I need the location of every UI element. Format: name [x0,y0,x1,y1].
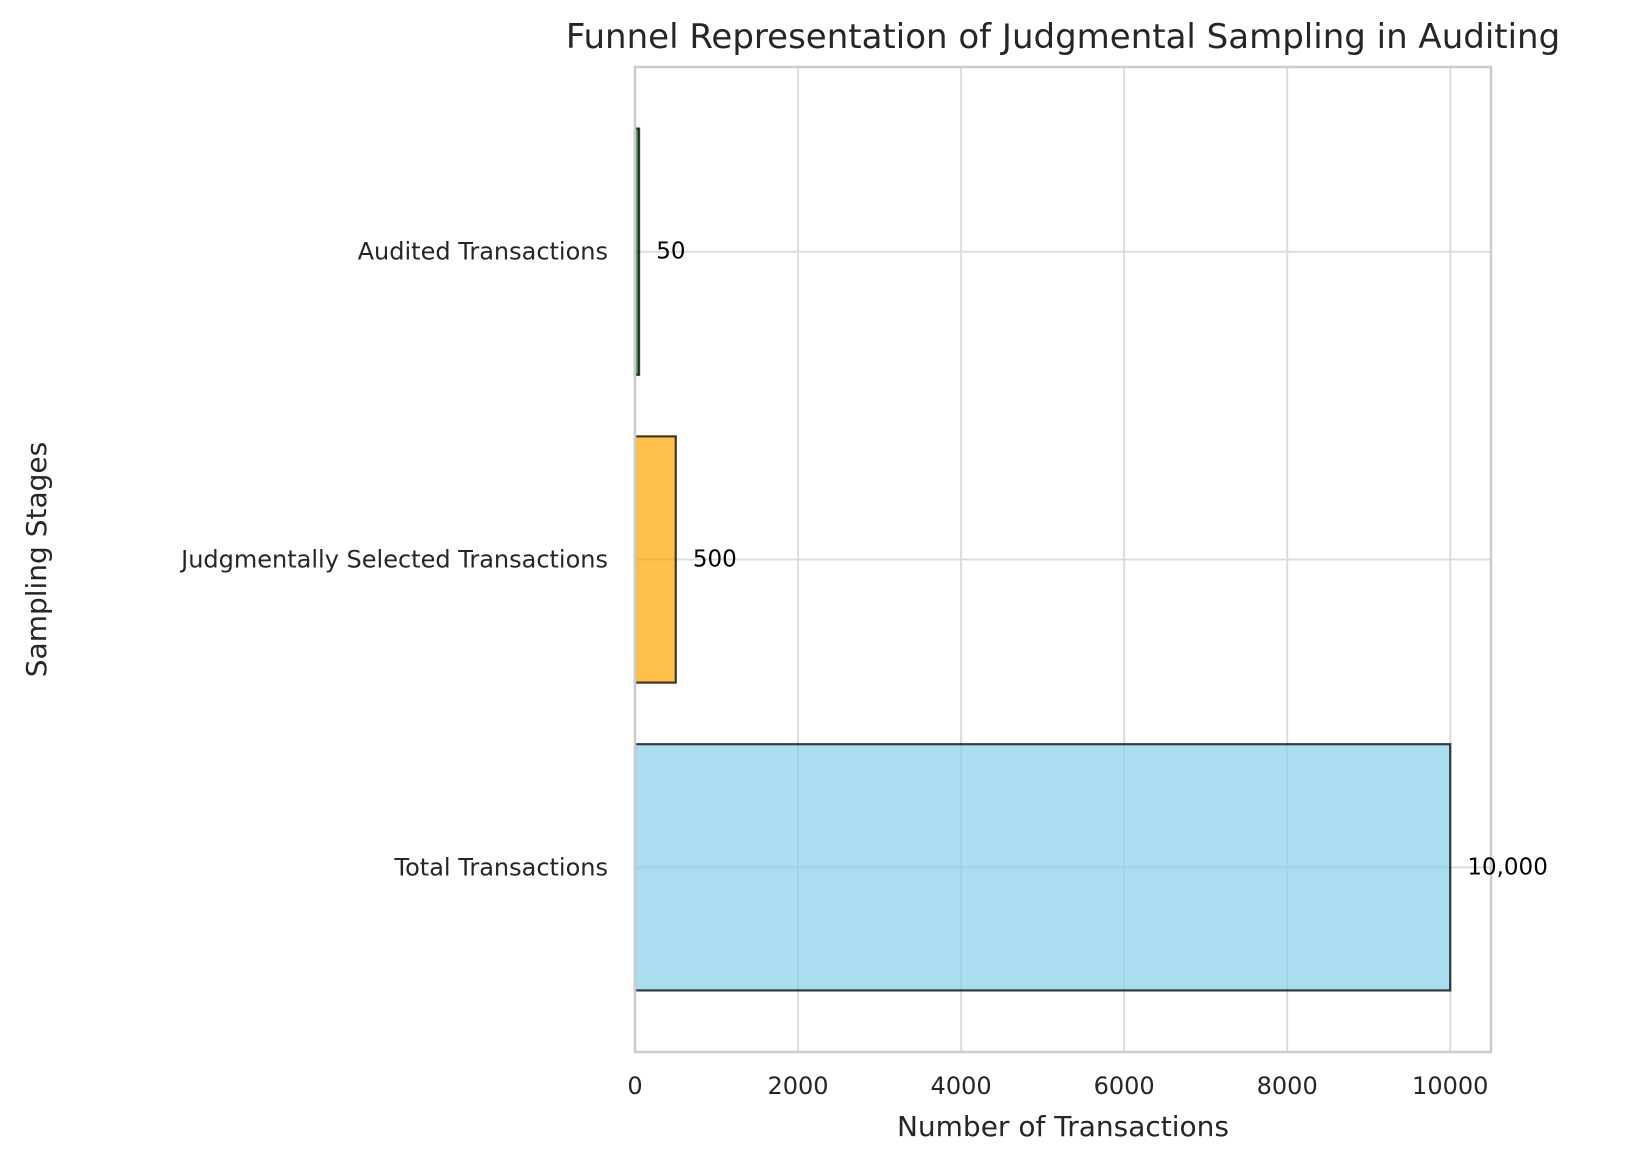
x-tick-labels: 0 2000 4000 6000 8000 10000 [627,1072,1488,1100]
y-tick-label: Audited Transactions [358,238,608,266]
x-tick-label: 8000 [1257,1072,1318,1100]
x-tick-label: 6000 [1094,1072,1155,1100]
data-label-judgmentally-selected-transactions: 500 [693,547,737,573]
x-tick-label: 4000 [931,1072,992,1100]
y-axis-label: Sampling Stages [20,442,53,677]
data-label-audited-transactions: 50 [656,239,685,265]
x-axis-label: Number of Transactions [897,1110,1229,1143]
y-tick-label: Judgmentally Selected Transactions [179,546,608,574]
data-label-total-transactions: 10,000 [1467,854,1547,880]
x-tick-label: 10000 [1412,1072,1488,1100]
y-tick-label: Total Transactions [394,853,608,881]
bar-judgmentally-selected-transactions [633,435,677,684]
x-tick-label: 2000 [768,1072,829,1100]
y-tick-labels: Total Transactions Judgmentally Selected … [179,238,608,882]
bar-total-transactions [633,743,1452,992]
data-labels: 10,000 500 50 [656,239,1548,881]
bars [633,127,1452,992]
x-tick-label: 0 [627,1072,642,1100]
chart-title: Funnel Representation of Judgmental Samp… [566,17,1560,57]
plot-frame [633,65,1493,1054]
